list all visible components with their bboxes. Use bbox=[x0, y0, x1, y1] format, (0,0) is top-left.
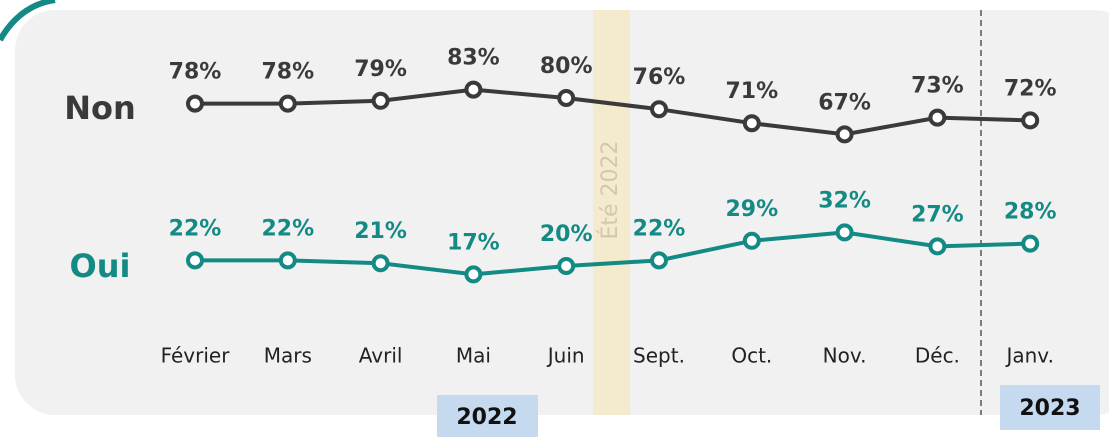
point bbox=[928, 237, 947, 256]
data-label: 80% bbox=[540, 54, 593, 79]
point bbox=[186, 94, 204, 113]
point bbox=[371, 254, 390, 273]
legend-label: Oui bbox=[70, 247, 131, 285]
data-label: 78% bbox=[169, 60, 222, 85]
point bbox=[650, 251, 668, 270]
data-label: 22% bbox=[169, 216, 222, 241]
data-label: 79% bbox=[354, 57, 407, 82]
data-label: 72% bbox=[1004, 76, 1057, 101]
x-tick-label: Février bbox=[161, 344, 231, 368]
data-label: 71% bbox=[725, 79, 778, 104]
data-label: 32% bbox=[818, 188, 871, 213]
year-label: 2023 bbox=[1019, 396, 1080, 421]
point bbox=[650, 100, 668, 119]
x-tick-label: Nov. bbox=[823, 344, 867, 368]
summer-label: Été 2022 bbox=[597, 140, 623, 239]
point bbox=[371, 91, 390, 110]
point bbox=[742, 114, 761, 133]
point bbox=[1021, 234, 1040, 253]
legend-label: Non bbox=[64, 89, 136, 127]
data-label: 29% bbox=[725, 197, 778, 222]
data-label: 73% bbox=[911, 74, 964, 99]
x-tick-label: Oct. bbox=[731, 344, 772, 368]
point bbox=[1021, 111, 1040, 130]
icon bbox=[0, 0, 56, 42]
year-box bbox=[437, 395, 538, 437]
series-line bbox=[195, 230, 1031, 277]
point bbox=[557, 257, 576, 275]
x-tick-label: Mai bbox=[456, 344, 491, 368]
point bbox=[835, 223, 854, 242]
x-tick-label: Juin bbox=[546, 344, 585, 368]
x-tick-label: Mars bbox=[264, 344, 312, 368]
point bbox=[928, 108, 947, 127]
x-tick-label: Sept. bbox=[633, 344, 685, 368]
x-tick-label: Avril bbox=[359, 344, 403, 368]
x-tick-label: Déc. bbox=[915, 344, 960, 368]
year-label: 2022 bbox=[456, 405, 517, 430]
data-label: 22% bbox=[633, 216, 686, 241]
x-tick-label: Janv. bbox=[1004, 344, 1053, 368]
data-label: 17% bbox=[447, 230, 500, 255]
data-label: 78% bbox=[261, 60, 314, 85]
data-label: 67% bbox=[818, 90, 871, 115]
data-label: 21% bbox=[354, 219, 407, 244]
point bbox=[557, 89, 576, 107]
point bbox=[742, 231, 761, 250]
year-box bbox=[1000, 385, 1100, 430]
point bbox=[278, 251, 297, 270]
point bbox=[186, 251, 204, 270]
point bbox=[464, 80, 483, 99]
data-label: 27% bbox=[911, 202, 964, 227]
data-label: 28% bbox=[1004, 200, 1057, 225]
point bbox=[835, 125, 854, 144]
data-label: 76% bbox=[633, 65, 686, 90]
data-label: 83% bbox=[447, 46, 500, 71]
series-line bbox=[195, 87, 1031, 137]
data-label: 22% bbox=[261, 216, 314, 241]
point bbox=[278, 94, 297, 113]
data-label: 20% bbox=[540, 222, 593, 247]
point bbox=[464, 265, 483, 284]
summer-band bbox=[593, 10, 630, 415]
